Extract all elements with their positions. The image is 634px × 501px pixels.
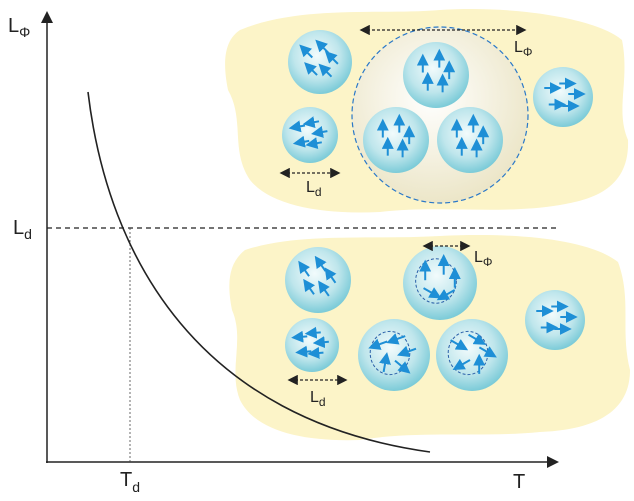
label-base: L xyxy=(306,179,315,196)
domain-sphere xyxy=(285,247,351,313)
label-base: T xyxy=(120,469,132,491)
domain-sphere xyxy=(358,319,430,391)
label-sub: Φ xyxy=(523,45,533,59)
domain-sphere xyxy=(288,30,352,94)
label-sub: Φ xyxy=(483,255,493,269)
x-axis-label: T xyxy=(513,471,525,493)
figure: LΦ Ld Td T LΦ Ld LΦ Ld xyxy=(0,0,634,501)
x-marker-label: Td xyxy=(120,469,140,495)
domain-sphere xyxy=(525,290,585,350)
domain-sphere xyxy=(533,67,593,127)
domain-sphere xyxy=(363,107,429,173)
y-axis-label: LΦ xyxy=(8,15,30,40)
spin-arrow xyxy=(311,353,323,354)
spin-arrow xyxy=(299,351,311,352)
label-base: L xyxy=(13,217,24,239)
domain-sphere xyxy=(437,107,503,173)
domain-sphere xyxy=(282,107,338,163)
label-base: L xyxy=(514,39,523,56)
label-sub: d xyxy=(24,226,32,242)
y-marker-label: Ld xyxy=(13,217,32,242)
label-base: L xyxy=(8,15,19,37)
label-sub: Φ xyxy=(19,24,30,40)
label-sub: d xyxy=(319,395,326,409)
spin-arrow xyxy=(317,342,329,343)
label-sub: d xyxy=(315,185,322,199)
domain-sphere xyxy=(436,319,508,391)
domain-sphere xyxy=(403,246,477,320)
label-base: T xyxy=(513,471,525,493)
spin-arrow xyxy=(309,332,321,333)
label-sub: d xyxy=(132,479,140,495)
label-base: L xyxy=(310,389,319,406)
domain-sphere xyxy=(403,42,469,108)
domain-sphere xyxy=(285,318,339,372)
spin-arrow xyxy=(295,336,307,337)
label-base: L xyxy=(474,249,483,266)
